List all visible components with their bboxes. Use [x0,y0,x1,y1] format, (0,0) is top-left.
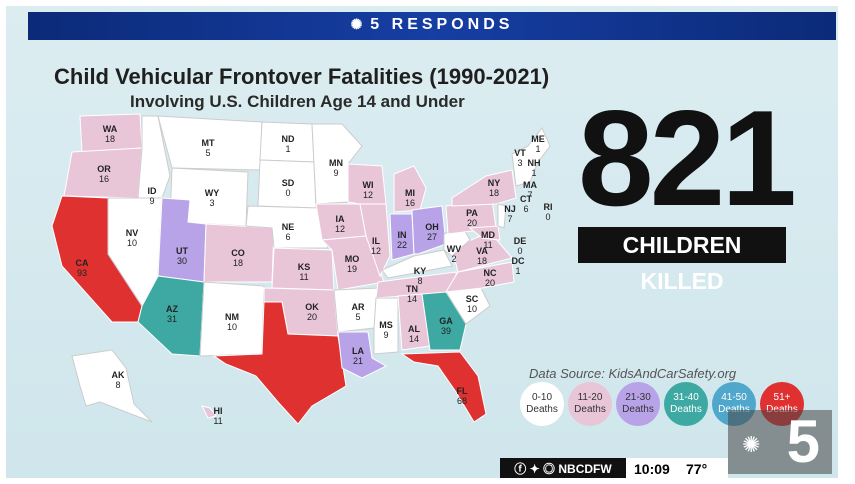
total-deaths-number: 821 [578,82,797,234]
state-label-fl: FL 68 [457,386,468,406]
map-subtitle: Involving U.S. Children Age 14 and Under [130,92,465,111]
nbc-peacock-icon: ✺ [742,432,761,457]
legend-chip: 21-30 Deaths [616,382,660,426]
state-label-ak: AK 8 [112,370,125,390]
state-label-ma: MA 7 [523,180,537,200]
data-source: Data Source: KidsAndCarSafety.org [529,366,737,381]
legend-chip: 31-40 Deaths [664,382,708,426]
state-label-nj: NJ 7 [504,204,516,224]
state-label-mt: MT 5 [202,138,215,158]
station-logo: ✺ 5 [728,410,832,474]
state-label-ok: OK 20 [305,302,319,322]
state-FL [400,351,487,423]
us-map: WA 18 OR 16 CA 93 NV 10 ID 9 MT 5 WY 3 UT 30 AZ 31 CO 18 NM 1… [51,113,553,426]
state-label-nh: NH 1 [528,158,541,178]
state-label-va: VA 18 [476,246,488,266]
state-label-ar: AR 5 [352,302,365,322]
state-label-sd: SD 0 [282,178,295,198]
state-label-ca: CA 93 [76,258,89,278]
state-label-oh: OH 27 [425,222,439,242]
state-label-me: ME 1 [531,134,545,154]
total-deaths-caption: CHILDREN KILLED [578,227,786,294]
state-HI [201,405,217,419]
header-brand: ✺ 5 RESPONDS [28,16,836,34]
state-label-mi: MI 16 [405,188,415,208]
state-label-co: CO 18 [231,248,245,268]
state-label-ia: IA 12 [335,214,345,234]
state-label-ny: NY 18 [488,178,501,198]
state-label-ne: NE 6 [282,222,295,242]
state-label-nc: NC 20 [484,268,497,288]
state-label-tn: TN 14 [406,284,418,304]
state-label-md: MD 11 [481,230,495,250]
state-label-il: IL 12 [371,236,381,256]
map-title: Child Vehicular Frontover Fatalities (19… [54,64,550,89]
state-label-de: DE 0 [514,236,527,256]
state-label-hi: HI 11 [213,406,222,426]
state-label-az: AZ 31 [166,304,178,324]
station-logo-number: 5 [786,408,820,475]
nbc-peacock-icon: ✺ [350,16,367,32]
state-label-la: LA 21 [352,346,364,366]
state-MI [393,165,427,213]
social-handle-text: NBCDFW [558,462,612,476]
ticker-bar: ⓕ ✦ ◎ NBCDFW 10:09 77° [500,458,728,478]
state-label-id: ID 9 [148,186,158,206]
legend-chip: 11-20 Deaths [568,382,612,426]
state-label-ut: UT 30 [176,246,188,266]
state-label-dc: DC 1 [512,256,525,276]
state-NY [451,169,517,207]
state-MS [373,297,399,355]
state-MD [468,225,501,241]
state-label-ri: RI 0 [544,202,553,222]
state-label-nv: NV 10 [126,228,139,248]
header-brand-text: 5 RESPONDS [370,16,514,33]
state-label-al: AL 14 [408,324,420,344]
state-label-mn: MN 9 [329,158,343,178]
state-NJ [497,203,507,229]
broadcast-frame: ✺ 5 RESPONDS Child Vehicular Frontover Fa… [6,6,838,478]
state-label-or: OR 16 [97,164,111,184]
legend-chip: 0-10 Deaths [520,382,564,426]
state-TX [212,301,347,425]
state-label-ga: GA 39 [439,316,453,336]
state-MO [320,235,385,291]
header-bar: ✺ 5 RESPONDS [28,12,836,40]
state-label-ky: KY 8 [414,266,427,286]
state-label-mo: MO 19 [345,254,360,274]
state-label-nm: NM 10 [225,312,239,332]
ticker-temp: 77° [686,461,708,477]
ticker-time: 10:09 [634,461,670,477]
state-label-in: IN 22 [397,230,407,250]
state-label-wa: WA 18 [103,124,118,144]
state-label-wv: WV 2 [447,244,462,264]
state-label-ms: MS 9 [379,320,393,340]
state-OH [411,205,447,255]
state-NC [445,261,515,293]
state-label-pa: PA 20 [466,208,478,228]
state-label-nd: ND 1 [282,134,295,154]
state-AK [71,349,153,423]
state-label-ks: KS 11 [298,262,311,282]
state-LA [337,331,388,379]
state-IL [359,203,391,278]
state-NE-states [511,127,551,187]
state-label-sc: SC 10 [466,294,479,314]
state-label-vt: VT 3 [514,148,526,168]
state-KY [381,249,453,279]
state-label-ct: CT 6 [520,194,532,214]
state-label-wy: WY 3 [205,188,220,208]
state-label-wi: WI 12 [363,180,374,200]
social-handle: ⓕ ✦ ◎ NBCDFW [500,458,626,478]
